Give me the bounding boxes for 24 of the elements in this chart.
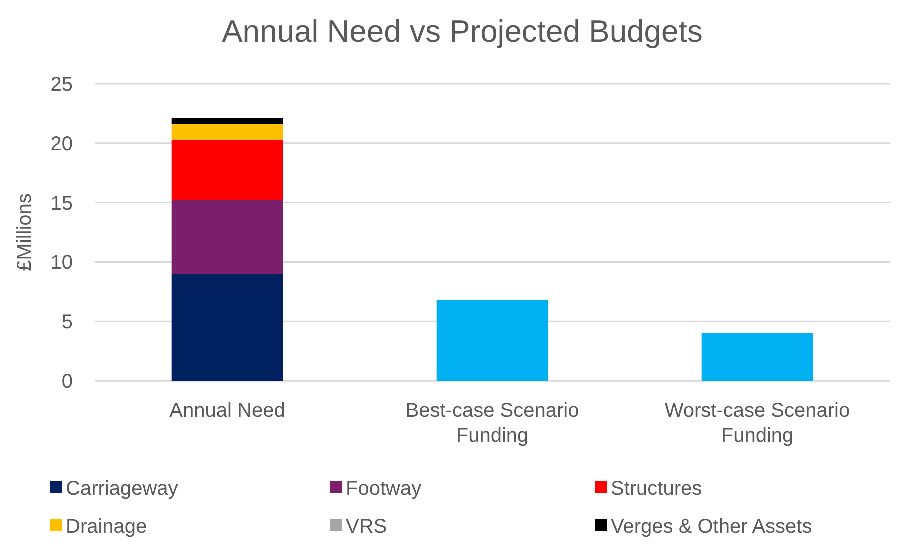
y-tick-label: 25 (50, 74, 73, 96)
y-axis-title: £Millions (14, 194, 36, 272)
legend-label: Verges & Other Assets (611, 516, 812, 538)
bar (436, 300, 548, 381)
bar (172, 124, 284, 140)
legend-label: Structures (611, 478, 702, 500)
x-tick-label: Annual Need (170, 400, 286, 422)
bar (172, 140, 284, 200)
x-tick-label: Worst-case Scenario Funding (664, 400, 850, 447)
legend-label: VRS (346, 516, 388, 538)
y-tick-label: 20 (50, 133, 73, 156)
y-tick-label: 10 (50, 252, 73, 274)
y-tick-label: 15 (50, 192, 73, 215)
bar (172, 118, 284, 124)
y-tick-label: 5 (62, 312, 73, 334)
x-tick-label: Best-case Scenario Funding (406, 400, 580, 447)
chart-title: Annual Need vs Projected Budgets (222, 14, 703, 49)
legend-label: Footway (346, 478, 422, 500)
bar (172, 200, 284, 274)
y-tick-label: 0 (62, 371, 73, 393)
bar (702, 333, 814, 381)
bar (172, 274, 284, 381)
legend-label: Carriageway (66, 478, 178, 500)
legend-label: Drainage (66, 516, 148, 538)
